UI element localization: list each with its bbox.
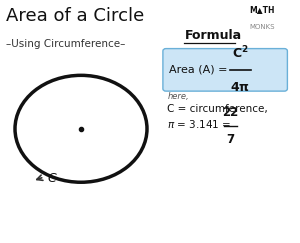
Text: C: C [47,172,56,185]
Text: 7: 7 [226,133,235,146]
Text: here,: here, [168,92,190,101]
Text: M▲TH: M▲TH [250,5,275,14]
Circle shape [15,75,147,182]
Text: MONKS: MONKS [250,24,275,30]
Text: $\mathbf{C}^{\mathbf{2}}$: $\mathbf{C}^{\mathbf{2}}$ [232,45,248,61]
Text: Area of a Circle: Area of a Circle [6,7,144,25]
Text: $\pi$ = 3.141 =: $\pi$ = 3.141 = [167,118,232,130]
Text: Area (A) =: Area (A) = [169,64,231,74]
Text: C = circumference,: C = circumference, [167,104,267,114]
Text: Formula: Formula [184,29,242,42]
Text: 22: 22 [222,106,239,119]
FancyBboxPatch shape [163,49,287,91]
Text: –Using Circumference–: –Using Circumference– [6,39,125,49]
Text: $\mathbf{4\pi}$: $\mathbf{4\pi}$ [230,81,250,94]
